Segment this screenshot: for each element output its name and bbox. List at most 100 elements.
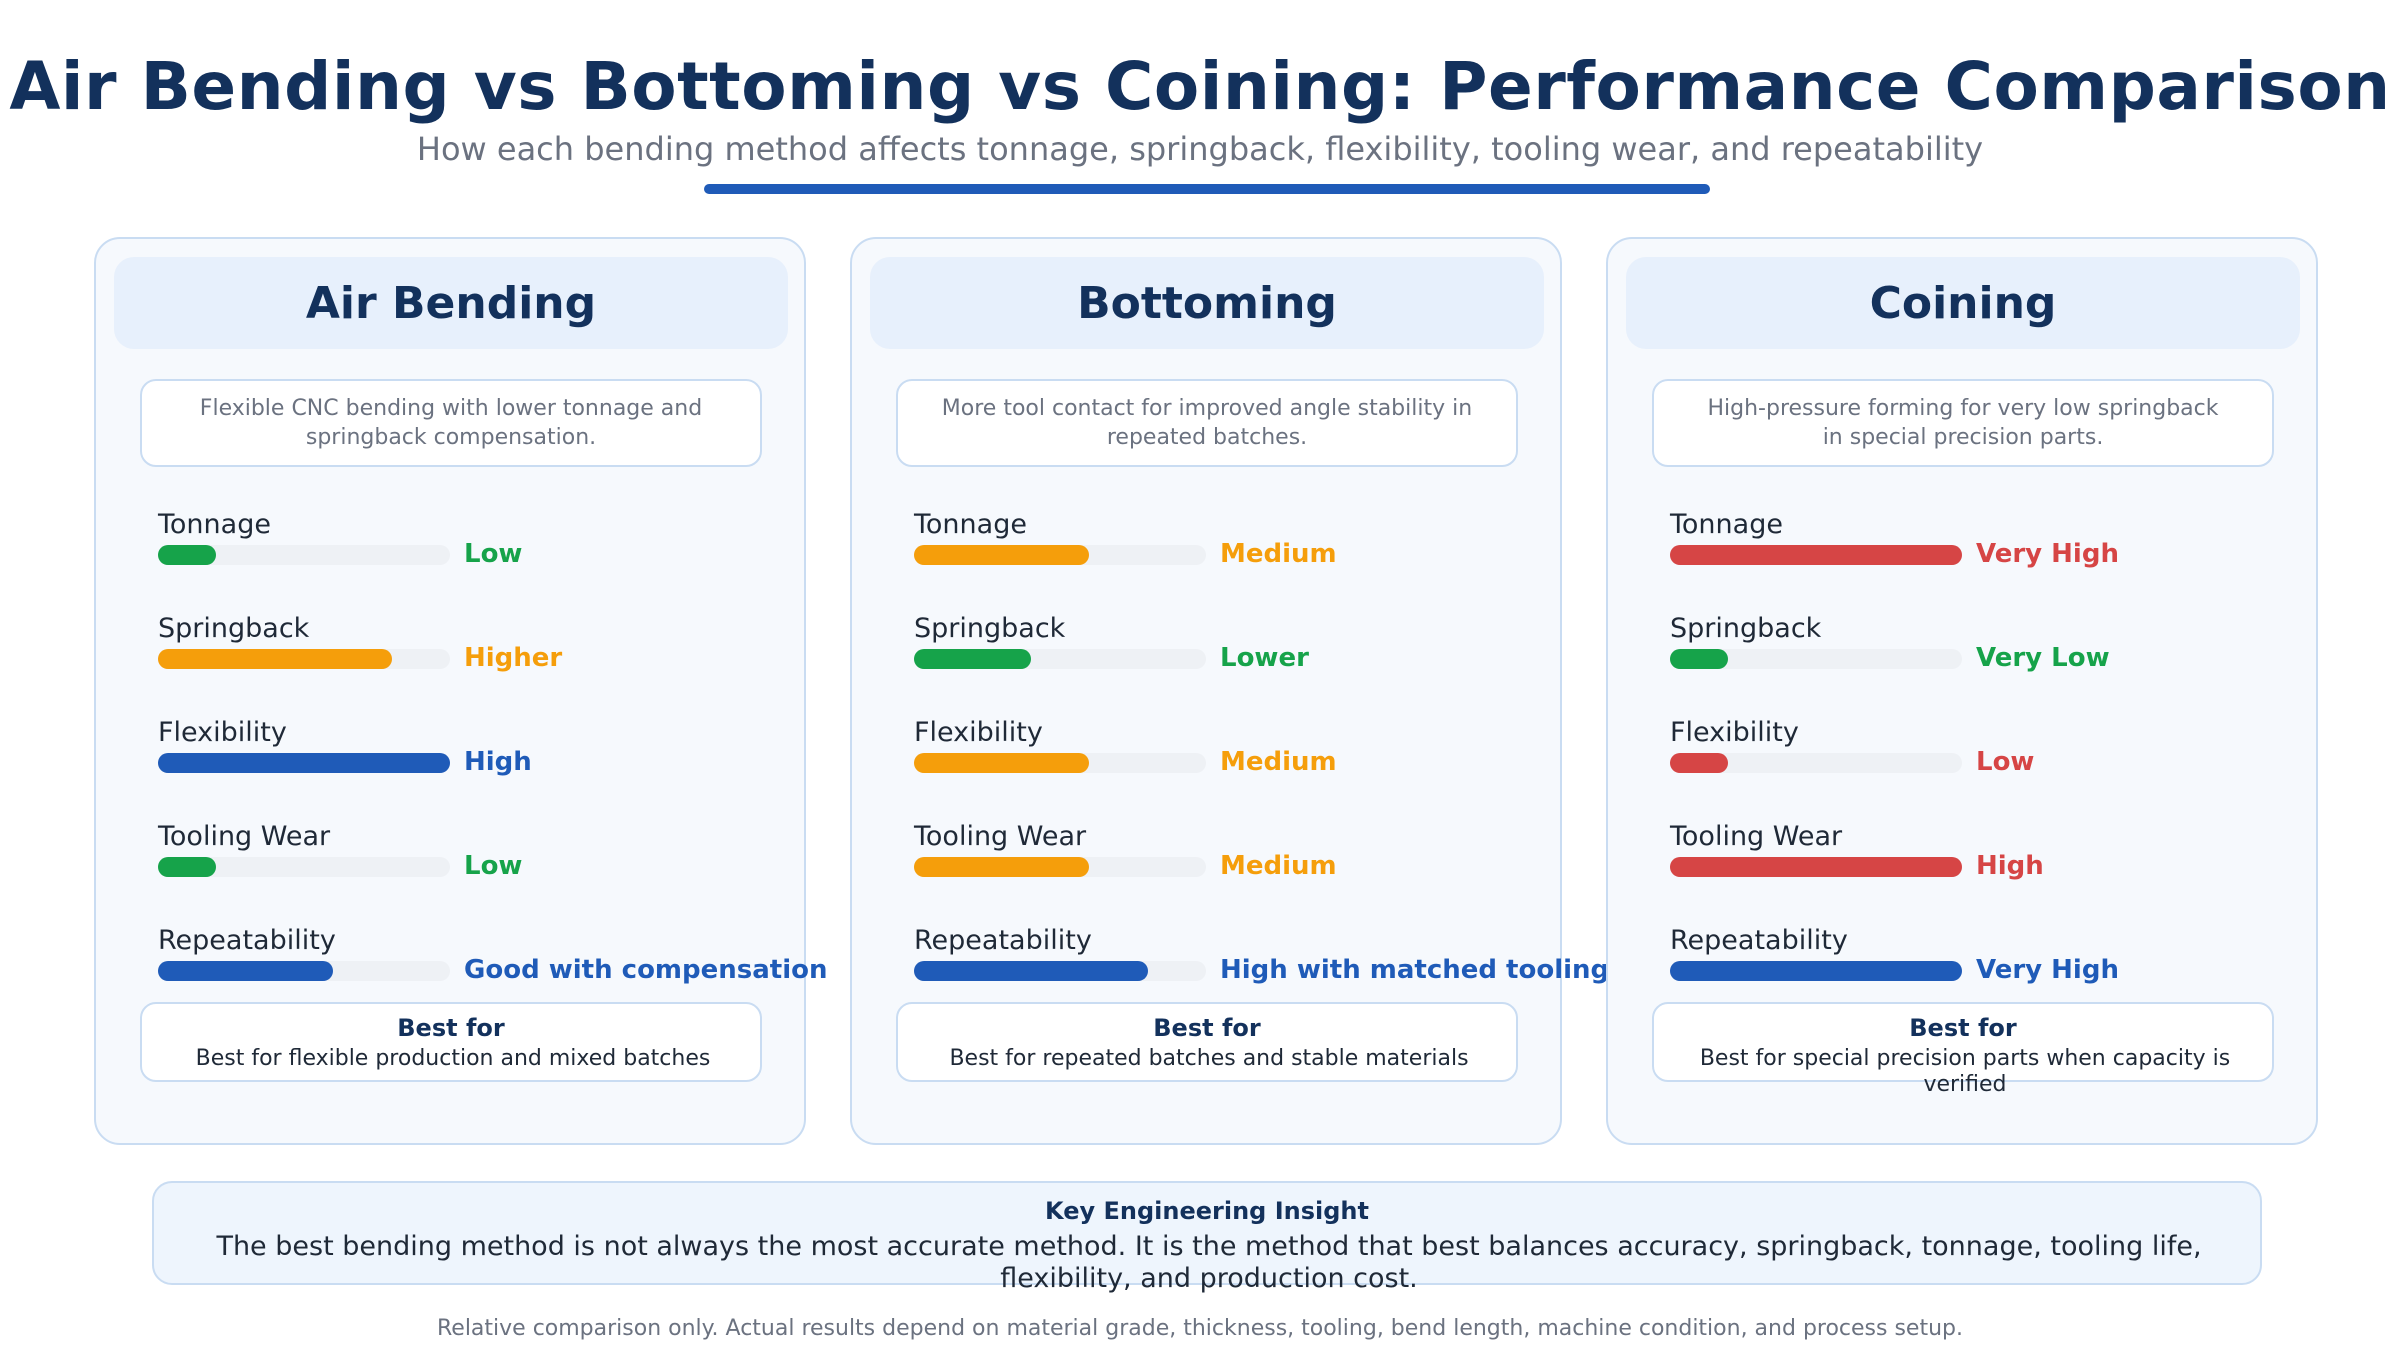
metric-fill [158,649,392,669]
metric-label: Flexibility [914,717,1043,748]
metric-track [158,649,450,669]
metric-value: Very High [1976,539,2119,569]
metric-track [1670,545,1962,565]
metric-springback: Springback Very Low [1670,613,2370,693]
metric-repeatability: Repeatability Good with compensation [158,925,858,1005]
metric-tooling-wear: Tooling Wear Medium [914,821,1614,901]
metric-fill [1670,649,1728,669]
best-for-text: Best for flexible production and mixed b… [195,1046,711,1071]
metric-label: Repeatability [158,925,336,956]
best-for-title: Best for [1153,1014,1261,1042]
insight-text: The best bending method is not always th… [216,1231,2202,1294]
footnote: Relative comparison only. Actual results… [436,1316,1963,1341]
best-for-box: Best for Best for repeated batches and s… [896,1002,1518,1082]
method-card-coining: Coining High-pressure forming for very l… [1606,237,2318,1145]
best-for-text: Best for repeated batches and stable mat… [949,1046,1469,1071]
metric-track [914,545,1206,565]
metric-tooling-wear: Tooling Wear High [1670,821,2370,901]
metric-track [914,961,1206,981]
metric-repeatability: Repeatability High with matched tooling [914,925,1614,1005]
metric-label: Tonnage [158,509,271,540]
metric-value: Medium [1220,747,1337,777]
metric-label: Repeatability [1670,925,1848,956]
metric-value: Low [1976,747,2035,777]
metric-flexibility: Flexibility Medium [914,717,1614,797]
metric-track [1670,753,1962,773]
metric-fill [158,545,216,565]
metric-track [158,753,450,773]
metric-value: Good with compensation [464,955,828,985]
metric-label: Tonnage [914,509,1027,540]
metric-label: Tooling Wear [158,821,331,852]
metric-track [914,649,1206,669]
metric-fill [158,857,216,877]
metric-flexibility: Flexibility Low [1670,717,2370,797]
metric-label: Springback [914,613,1066,644]
metric-tonnage: Tonnage Low [158,509,858,589]
metric-value: High [1976,851,2044,881]
title-underline [704,184,1710,194]
method-card-air-bending: Air Bending Flexible CNC bending with lo… [94,237,828,1145]
insight-title: Key Engineering Insight [1045,1197,1369,1225]
metric-track [1670,961,1962,981]
best-for-box: Best for Best for flexible production an… [140,1002,762,1082]
page-subtitle: How each bending method affects tonnage,… [416,130,1984,168]
card-title: Coining [1626,257,2300,349]
metric-value: High with matched tooling [1220,955,1610,985]
metric-value: Higher [464,643,563,673]
card-title: Bottoming [870,257,1544,349]
metric-track [914,857,1206,877]
metric-track [158,857,450,877]
metric-value: Low [464,539,523,569]
metric-springback: Springback Higher [158,613,858,693]
metric-value: Very High [1976,955,2119,985]
metric-flexibility: Flexibility High [158,717,858,797]
metric-track [914,753,1206,773]
metric-track [158,961,450,981]
best-for-title: Best for [397,1014,505,1042]
metric-fill [158,961,333,981]
metric-repeatability: Repeatability Very High [1670,925,2370,1005]
metric-value: Medium [1220,851,1337,881]
best-for-box: Best for Best for special precision part… [1652,1002,2274,1097]
metric-tonnage: Tonnage Medium [914,509,1614,589]
card-description: Flexible CNC bending with lower tonnage … [140,379,762,467]
metric-fill [914,753,1089,773]
metric-fill [914,545,1089,565]
metric-fill [158,753,450,773]
metric-label: Flexibility [158,717,287,748]
metric-value: Medium [1220,539,1337,569]
metric-track [1670,857,1962,877]
metric-label: Springback [1670,613,1822,644]
card-description: More tool contact for improved angle sta… [896,379,1518,467]
metric-track [1670,649,1962,669]
best-for-title: Best for [1909,1014,2017,1042]
metric-track [158,545,450,565]
key-insight-box: Key Engineering Insight The best bending… [152,1181,2262,1294]
metric-tooling-wear: Tooling Wear Low [158,821,858,901]
metric-fill [914,857,1089,877]
metric-fill [1670,545,1962,565]
metric-label: Tonnage [1670,509,1783,540]
metric-label: Tooling Wear [1670,821,1843,852]
metric-springback: Springback Lower [914,613,1614,693]
metric-label: Springback [158,613,310,644]
metric-value: High [464,747,532,777]
metric-fill [1670,961,1962,981]
metric-value: Lower [1220,643,1309,673]
metric-tonnage: Tonnage Very High [1670,509,2370,589]
method-card-bottoming: Bottoming More tool contact for improved… [850,237,1609,1145]
card-title: Air Bending [114,257,788,349]
card-description: High-pressure forming for very low sprin… [1652,379,2274,467]
metric-label: Repeatability [914,925,1092,956]
metric-value: Very Low [1976,643,2110,673]
metric-value: Low [464,851,523,881]
metric-fill [1670,857,1962,877]
best-for-text: Best for special precision parts when ca… [1699,1046,2231,1097]
metric-fill [914,649,1031,669]
metric-fill [1670,753,1728,773]
metric-label: Tooling Wear [914,821,1087,852]
metric-fill [914,961,1148,981]
page-title: Air Bending vs Bottoming vs Coining: Per… [9,48,2391,125]
metric-label: Flexibility [1670,717,1799,748]
